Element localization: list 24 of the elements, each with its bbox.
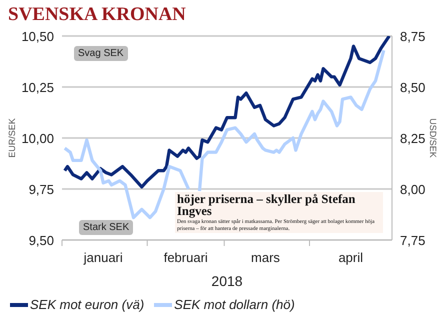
y-tick-label: 9,75 bbox=[28, 182, 54, 197]
y-tick-label: 10,50 bbox=[21, 29, 54, 44]
legend-label: SEK mot euron (vä) bbox=[30, 297, 144, 312]
y2-tick-label: 8,00 bbox=[400, 182, 426, 197]
note-box: Svag SEK bbox=[74, 46, 128, 61]
y-tick-label: 9,50 bbox=[28, 233, 54, 248]
chart-title: SVENSKA KRONAN bbox=[8, 4, 186, 26]
legend-label: SEK mot dollarn (hö) bbox=[174, 297, 295, 312]
x-tick-label: februari bbox=[164, 250, 208, 265]
annotation: höjer priserna – skyller på Stefan Ingves bbox=[177, 192, 356, 218]
y2-axis-title: USD/SEK bbox=[428, 118, 438, 158]
y2-tick-label: 8,75 bbox=[400, 29, 426, 44]
x-axis-title: 2018 bbox=[211, 273, 243, 289]
y-tick-label: 10,25 bbox=[21, 80, 54, 95]
x-tick-label: april bbox=[338, 250, 364, 265]
x-tick-label: mars bbox=[251, 250, 280, 265]
x-tick-label: januari bbox=[82, 250, 123, 265]
y2-tick-label: 7,75 bbox=[400, 233, 426, 248]
y-axis-title: EUR/SEK bbox=[7, 118, 18, 158]
y2-tick-label: 8,25 bbox=[400, 131, 426, 146]
y2-tick-label: 8,50 bbox=[400, 80, 426, 95]
note-box: Stark SEK bbox=[79, 220, 134, 235]
y-tick-label: 10,00 bbox=[21, 131, 54, 146]
line-series bbox=[63, 36, 391, 189]
